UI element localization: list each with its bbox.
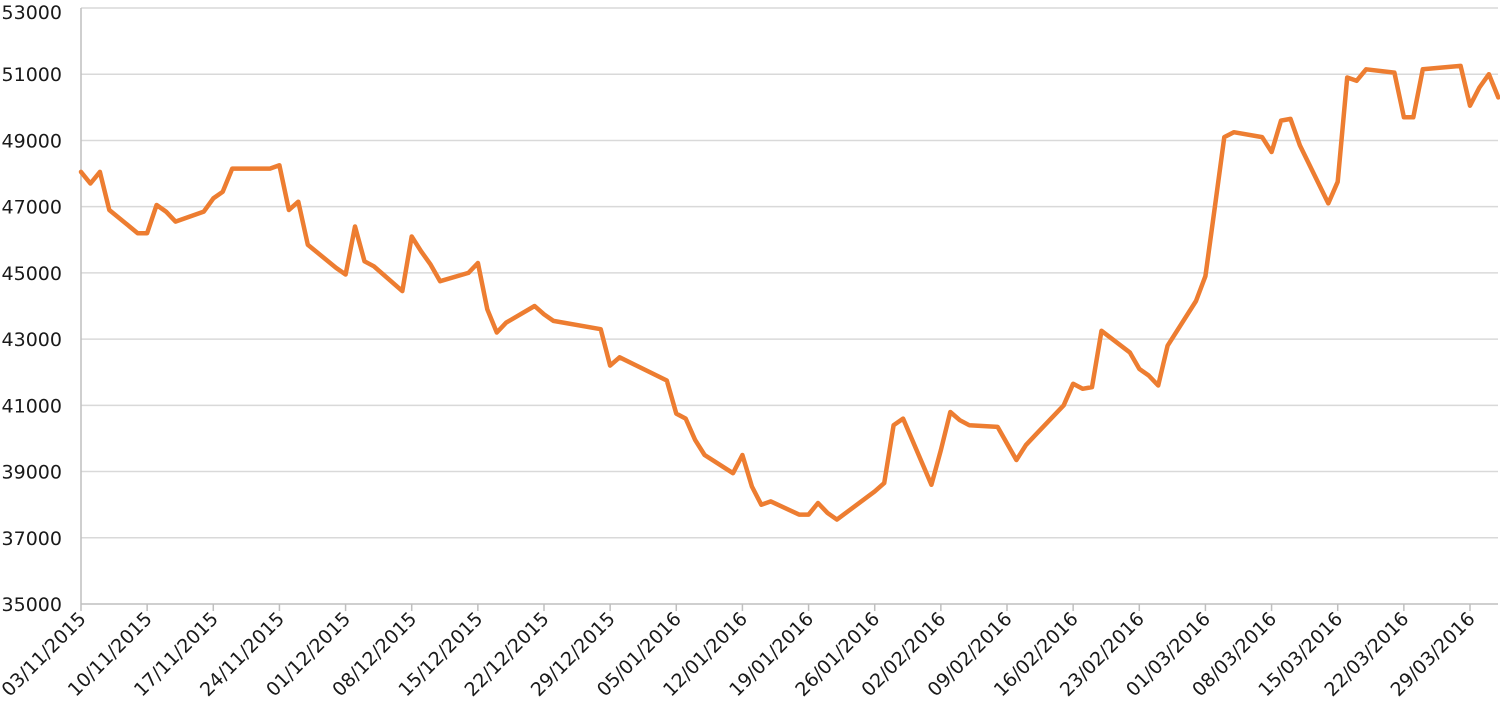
y-tick-label: 47000 — [2, 197, 62, 219]
y-tick-label: 37000 — [2, 528, 62, 550]
y-tick-label: 41000 — [2, 395, 62, 417]
y-tick-label: 43000 — [2, 329, 62, 351]
series-layer — [78, 63, 1500, 522]
y-tick-label: 49000 — [2, 130, 62, 152]
y-tick-label: 39000 — [2, 462, 62, 484]
y-tick-label: 51000 — [2, 64, 62, 86]
y-tick-label: 45000 — [2, 263, 62, 285]
y-axis-tick-labels: 35000 37000 39000 41000 43000 45000 47000 49000… — [2, 2, 62, 616]
y-tick-label: 53000 — [2, 2, 62, 24]
series-line-1 — [78, 63, 1500, 522]
y-tick-label: 35000 — [2, 594, 62, 616]
gridlines — [80, 7, 1498, 611]
x-axis-tick-labels: 03/11/201510/11/201517/11/201524/11/2015… — [0, 608, 1480, 701]
